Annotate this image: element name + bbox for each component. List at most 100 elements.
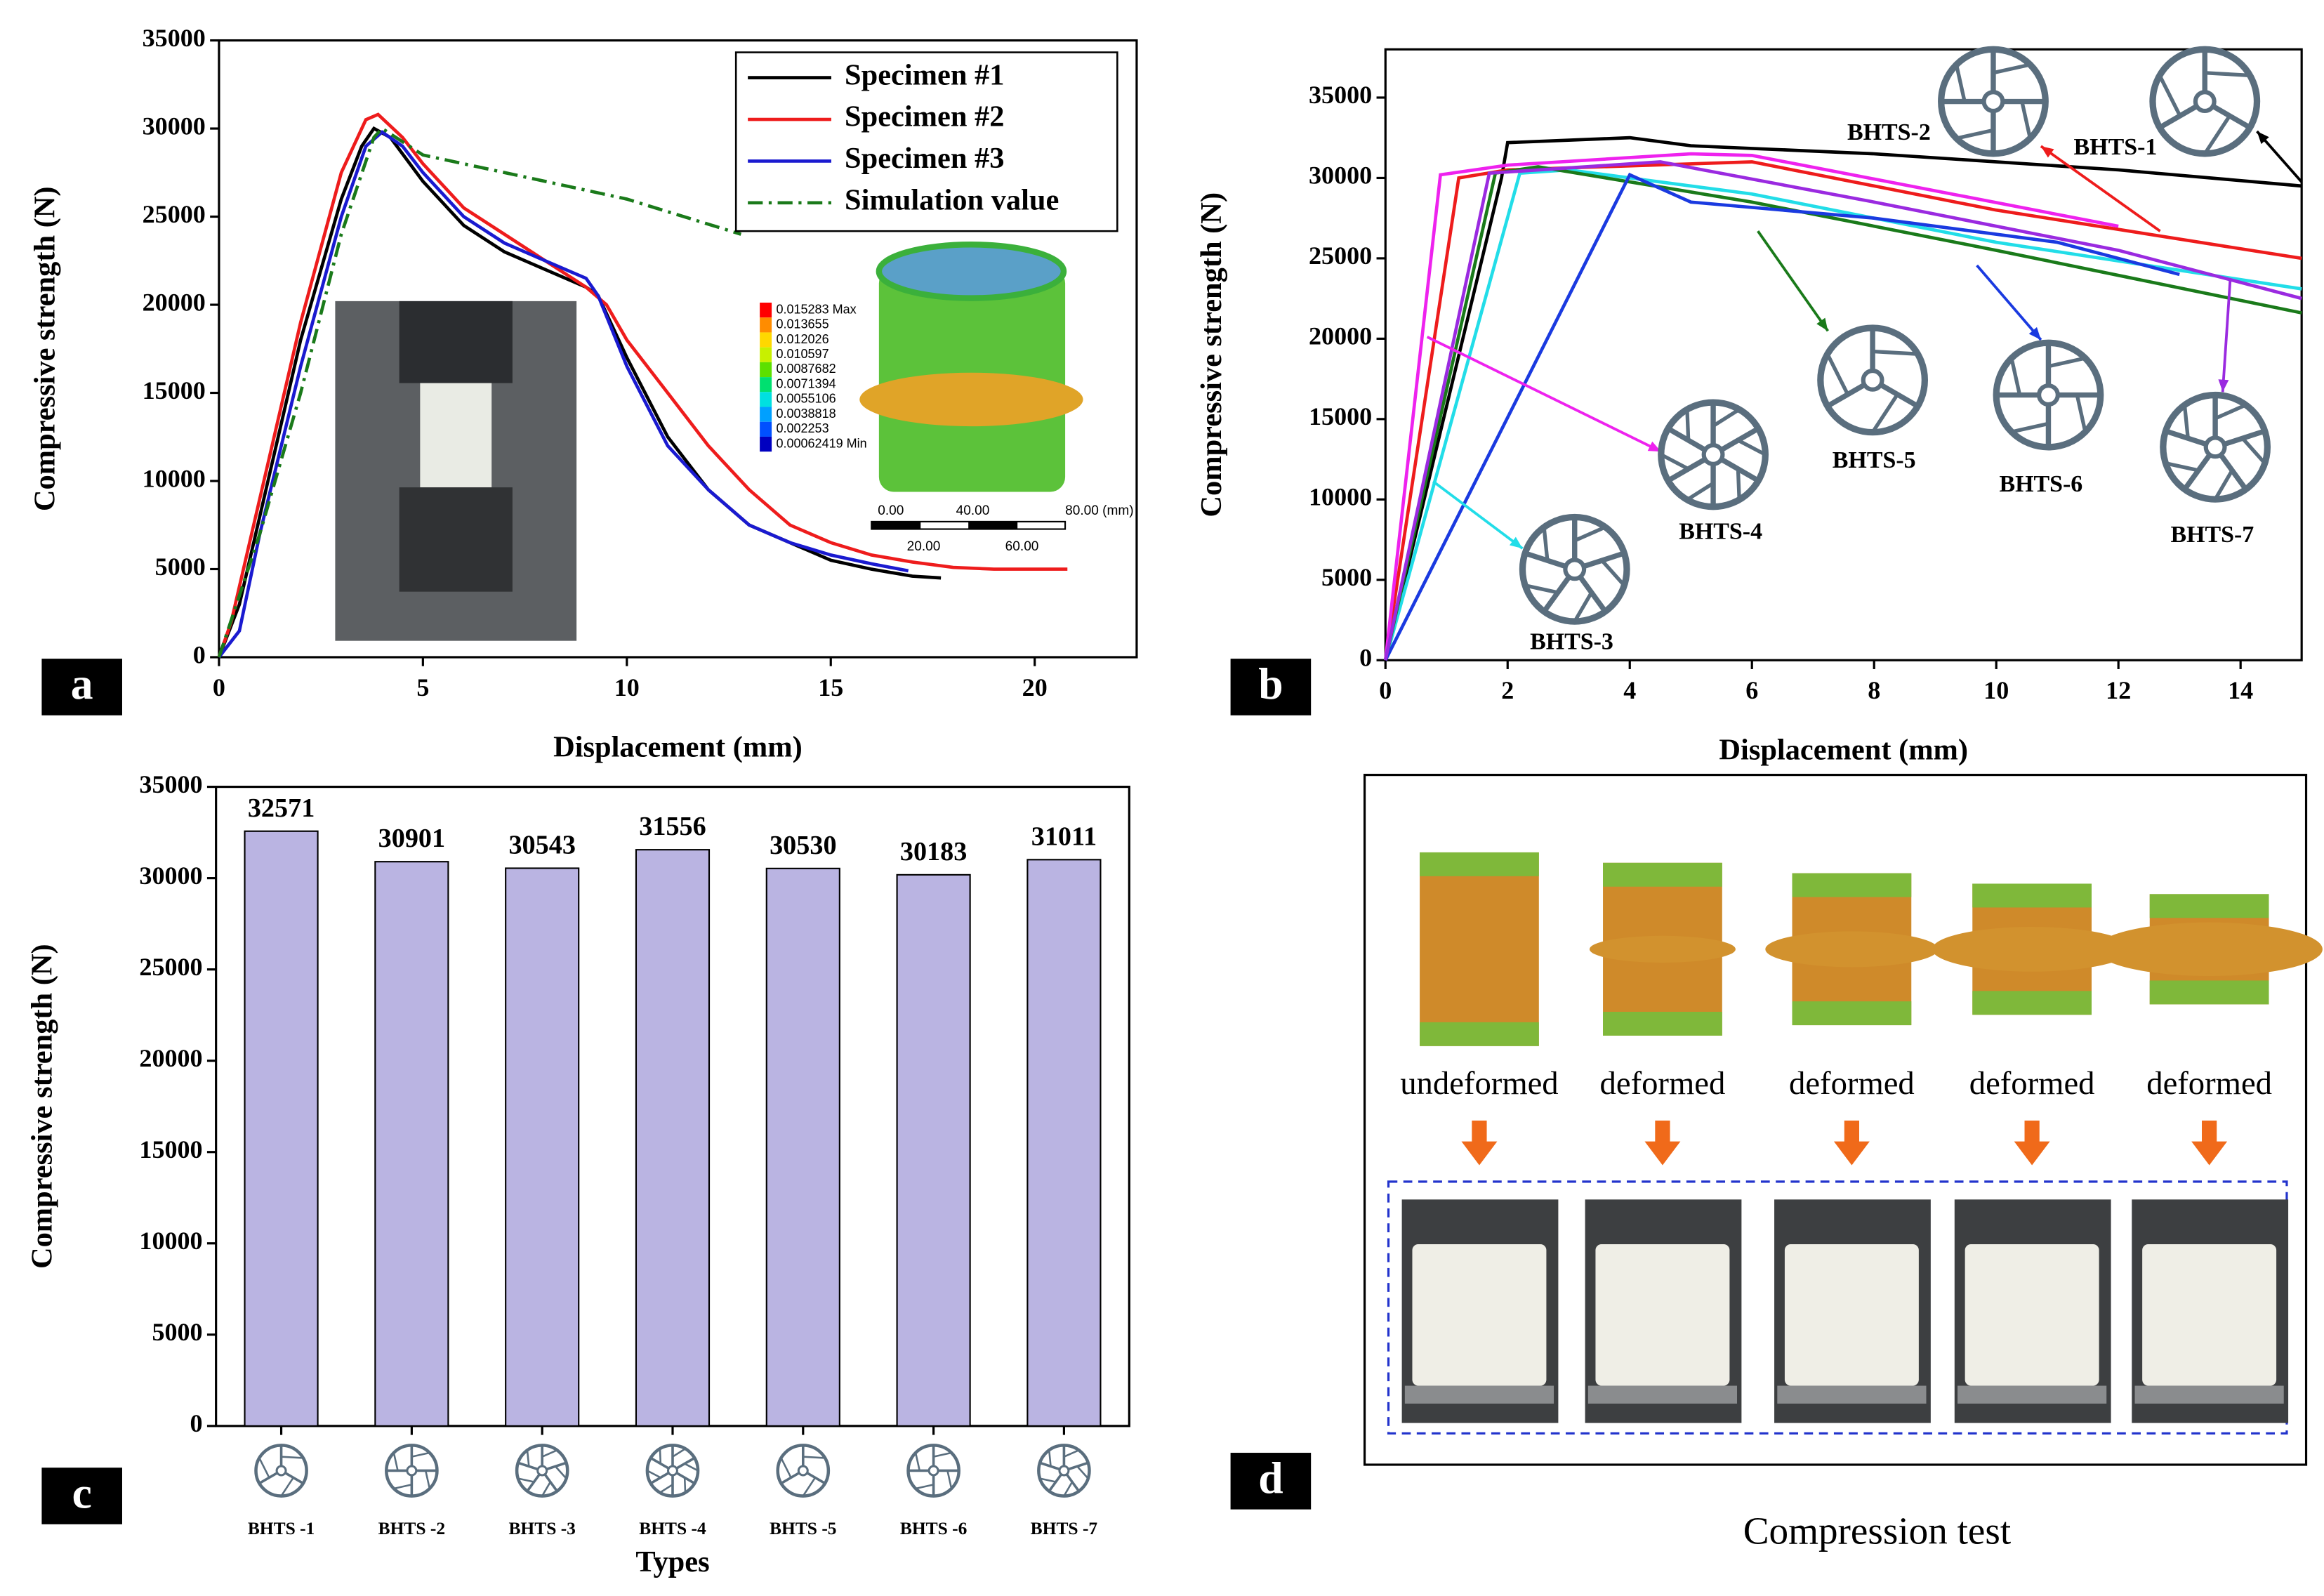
icon-branch [281,1456,303,1459]
x-tick-label: 8 [1868,676,1880,704]
icon-branch [802,1477,817,1497]
icon-branch [1870,393,1899,434]
icon-branch [424,1470,431,1489]
down-arrow [1644,1120,1681,1166]
icon-branch [517,1477,534,1483]
y-tick-label: 15000 [143,376,206,404]
series-line [1384,168,2302,661]
stage-label: undeformed [1400,1065,1558,1102]
bar [765,867,840,1427]
annotation-arrow [1426,336,1662,453]
icon-branch [1573,525,1606,543]
icon-hub [406,1465,418,1477]
y-axis-title: Compressive strength (N) [29,186,62,511]
icon-spoke [2182,453,2212,492]
panel-label-box [1230,659,1312,715]
icon-branch [2205,71,2250,78]
panel-label-box [41,659,122,715]
icon-branch [914,1452,921,1471]
icon-branch [1993,62,2031,75]
type-icon [254,1444,308,1498]
icon-hub [536,1465,548,1477]
icon-branch [2182,404,2190,439]
type-icon [1993,339,2104,451]
scale-bar-seg [871,521,921,529]
y-tick-label: 0 [1359,644,1372,672]
stage-label: deformed [1969,1065,2095,1102]
photo-plate [1404,1385,1554,1404]
arrow-head [2040,146,2054,158]
icon-branch [2020,100,2033,139]
x-tick-label: 10 [614,673,640,701]
panel-label: d [1258,1453,1283,1503]
caption: Compression test [1743,1509,2012,1552]
icon-hub [797,1465,809,1477]
fea-bulge [1765,931,1939,968]
icon-spoke [1524,550,1567,569]
value-label: 30901 [378,824,445,853]
panel-label: a [71,659,93,708]
colorbar-cell [760,303,772,318]
fea-bulge [859,372,1083,427]
fea-bulge [2096,922,2323,977]
photo-frame [1387,1180,2288,1435]
scale-label: 20.00 [907,539,941,554]
icon-branch [392,1452,399,1471]
y-tick-label: 10000 [143,464,206,492]
series-line [217,126,942,658]
icon-spoke [284,1472,304,1485]
icon-branch [1573,591,1594,623]
icon-hub [1701,442,1725,466]
icon-spoke [2158,104,2198,130]
panel-label: c [72,1468,92,1517]
bar [635,849,711,1427]
icon-branch [1686,482,1715,501]
bar [244,830,319,1427]
colorbar-cell [760,421,772,437]
bar [505,867,580,1427]
icon-branch [1737,438,1767,456]
type-icon [1817,324,1929,436]
photo-specimen [2142,1244,2277,1386]
colorbar-label: 0.002253 [776,421,828,435]
photo-specimen [420,383,492,488]
colorbar-label: 0.010597 [776,347,828,361]
down-arrow [2191,1120,2228,1166]
colorbar-cell [760,436,772,452]
arrow-head [1816,317,1828,331]
icon-branch [946,1470,953,1489]
photo-plate [1777,1385,1927,1404]
scale-label: 60.00 [1005,539,1039,554]
series-annotation: BHTS-2 [1847,119,1931,145]
icon-branch [2240,437,2266,465]
stage-label: deformed [2146,1065,2272,1102]
x-tick-label: 10 [1983,676,2009,704]
series-line [1383,160,2302,661]
icon-spoke [1578,575,1608,614]
icon-hub [1981,90,2005,114]
y-tick-label: 30000 [1309,161,1372,190]
arrow-head [1647,441,1661,452]
icon-branch [2047,356,2086,369]
colorbar-label: 0.013655 [776,317,828,331]
x-axis-title: Displacement (mm) [1719,734,1968,767]
photo-press [399,301,513,383]
series-line [217,126,742,658]
icon-branch [780,1457,792,1478]
photo-specimen [1412,1244,1547,1386]
bar [374,861,449,1427]
icon-branch [1063,1481,1074,1497]
value-label: 30530 [770,831,836,860]
type-icon [385,1444,439,1498]
x-tick-label: 5 [416,673,429,701]
icon-hub [2193,90,2217,114]
icon-branch [280,1477,294,1497]
icon-spoke [2165,428,2207,447]
y-tick-label: 25000 [139,953,202,981]
y-axis-title: Compressive strength (N) [1195,192,1228,517]
colorbar-label: 0.00062419 Min [776,436,866,450]
arrow-head [1509,536,1523,549]
icon-branch [393,1484,412,1490]
fea-band [1972,991,2092,1015]
x-tick-label: BHTS -2 [378,1518,445,1538]
